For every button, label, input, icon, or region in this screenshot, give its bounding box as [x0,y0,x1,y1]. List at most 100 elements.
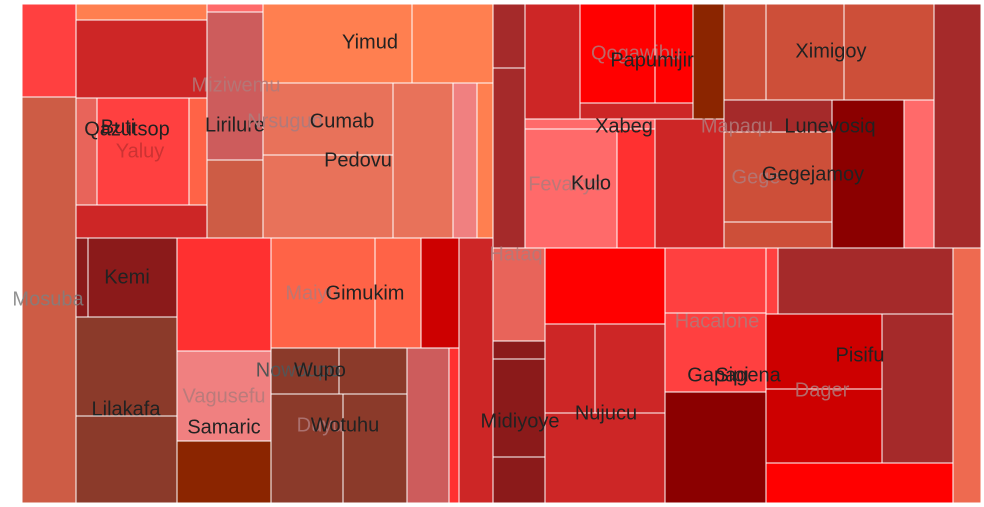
treemap-cell[interactable] [765,313,883,390]
treemap-cell[interactable] [765,462,954,504]
treemap-cell[interactable] [664,391,767,504]
treemap-label-dager: Dager [795,379,850,401]
treemap-cell[interactable] [338,347,408,395]
treemap-cell[interactable] [176,350,272,442]
treemap-cell[interactable] [881,313,954,465]
treemap-cell[interactable] [594,323,666,414]
treemap-cell[interactable] [544,247,666,325]
treemap-label-kulo: Kulo [571,172,611,194]
treemap-cell[interactable] [448,347,460,504]
treemap-cell[interactable] [270,393,344,504]
treemap-cell[interactable] [492,340,546,360]
treemap-label-mapaqu: Mapaqu [701,115,773,137]
treemap-label-pedovu: Pedovu [324,149,392,171]
treemap-cell[interactable] [654,118,725,249]
treemap-cell[interactable] [392,82,454,239]
treemap-label-qogawibu: Qogawibu [591,42,681,64]
treemap-label-maiyu: Maiyu [285,282,338,304]
treemap-label-gapagena: Gapagena [687,364,781,386]
treemap-cell[interactable] [777,247,954,315]
treemap-label-nrsugun: Nrsugun [247,110,323,132]
treemap-cell[interactable] [270,347,340,395]
treemap-label-fevakyo: Fevakyo [528,173,604,195]
treemap-cell[interactable] [206,3,264,13]
treemap-cell[interactable] [342,393,408,504]
treemap-cell[interactable] [206,159,264,239]
treemap-cell[interactable] [933,3,982,249]
treemap-cell[interactable] [723,221,833,249]
treemap-label-yimud: Yimud [342,31,398,53]
treemap-label-gege: Gege [732,166,781,188]
treemap-cell[interactable] [692,3,725,120]
treemap-cell[interactable] [21,96,77,504]
treemap-label-hacalone: Hacalone [675,310,760,332]
treemap-cell[interactable] [75,316,178,417]
treemap-cell[interactable] [952,247,982,504]
treemap-cell[interactable] [75,3,208,21]
treemap-label-nowoupo: Nowoupo [256,359,341,381]
treemap-label-wotuhu: Wotuhu [311,414,380,436]
treemap-cell[interactable] [492,456,546,504]
treemap-cell[interactable] [616,128,656,249]
treemap-cell[interactable] [723,131,833,223]
treemap-cell[interactable] [176,237,272,352]
treemap-cell[interactable] [903,99,935,249]
treemap-cell[interactable] [544,323,596,414]
treemap-cell[interactable] [476,82,494,239]
treemap-cell[interactable] [843,3,935,101]
treemap-label-qazutsop: Qazutsop [84,118,170,140]
treemap-cell[interactable] [87,237,178,318]
treemap-label-buti: Buti [101,116,135,138]
treemap-cell[interactable] [664,247,767,314]
treemap-cell[interactable] [75,19,208,99]
treemap-label-mosuba: Mosuba [12,288,84,310]
treemap-cell[interactable] [492,3,526,69]
treemap-label-lirilure: Lirilure [205,114,265,136]
treemap-cell[interactable] [492,67,526,249]
treemap-cell[interactable] [411,3,494,85]
treemap-cell[interactable] [21,3,77,98]
treemap-label-miziwemu: Miziwemu [192,74,281,96]
treemap-label-ximigoy: Ximigoy [795,40,866,62]
treemap-label-lilakafa: Lilakafa [92,398,162,420]
treemap-label-midiyoye: Midiyoye [481,410,560,432]
treemap-cells [21,3,982,504]
treemap-cell[interactable] [458,237,494,504]
treemap-cell[interactable] [723,3,767,101]
treemap-label-wupo: Wupo [294,359,346,381]
treemap-cell[interactable] [75,204,208,239]
treemap-label-cumab: Cumab [310,110,374,132]
treemap-cell[interactable] [579,3,656,104]
treemap-cell[interactable] [262,3,413,84]
treemap-label-xabeg: Xabeg [595,115,653,137]
treemap-cell[interactable] [176,440,272,504]
treemap-label-gegejamoy: Gegejamoy [762,163,864,185]
treemap-cell[interactable] [765,247,779,317]
treemap-cell[interactable] [75,415,178,504]
treemap-cell[interactable] [765,3,845,101]
treemap-cell[interactable] [544,412,666,504]
treemap-cell[interactable] [374,237,422,349]
treemap-cell[interactable] [262,82,394,156]
treemap-cell[interactable] [420,237,460,349]
treemap-cell[interactable] [452,82,478,239]
treemap-cell[interactable] [524,3,581,120]
treemap-label-kemi: Kemi [104,266,150,288]
treemap-cell[interactable] [262,154,394,239]
treemap-label-gimukim: Gimukim [326,282,405,304]
treemap-cell[interactable] [654,3,694,104]
treemap-label-vagusefu: Vagusefu [182,385,265,407]
treemap-cell[interactable] [406,347,450,504]
treemap-label-samaric: Samaric [187,416,260,438]
treemap-label-sipi: Sipi [715,364,748,386]
treemap-label-papumijir: Papumijir [610,49,694,71]
treemap-label-duyu: Duyu [297,414,344,436]
treemap-cell[interactable] [75,97,98,206]
treemap-cell[interactable] [492,358,546,458]
treemap-cell[interactable] [664,312,767,393]
treemap-label-hataq: Hataq [489,243,542,265]
treemap-cell[interactable] [524,128,618,249]
treemap-label-yaluy: Yaluy [116,140,165,162]
